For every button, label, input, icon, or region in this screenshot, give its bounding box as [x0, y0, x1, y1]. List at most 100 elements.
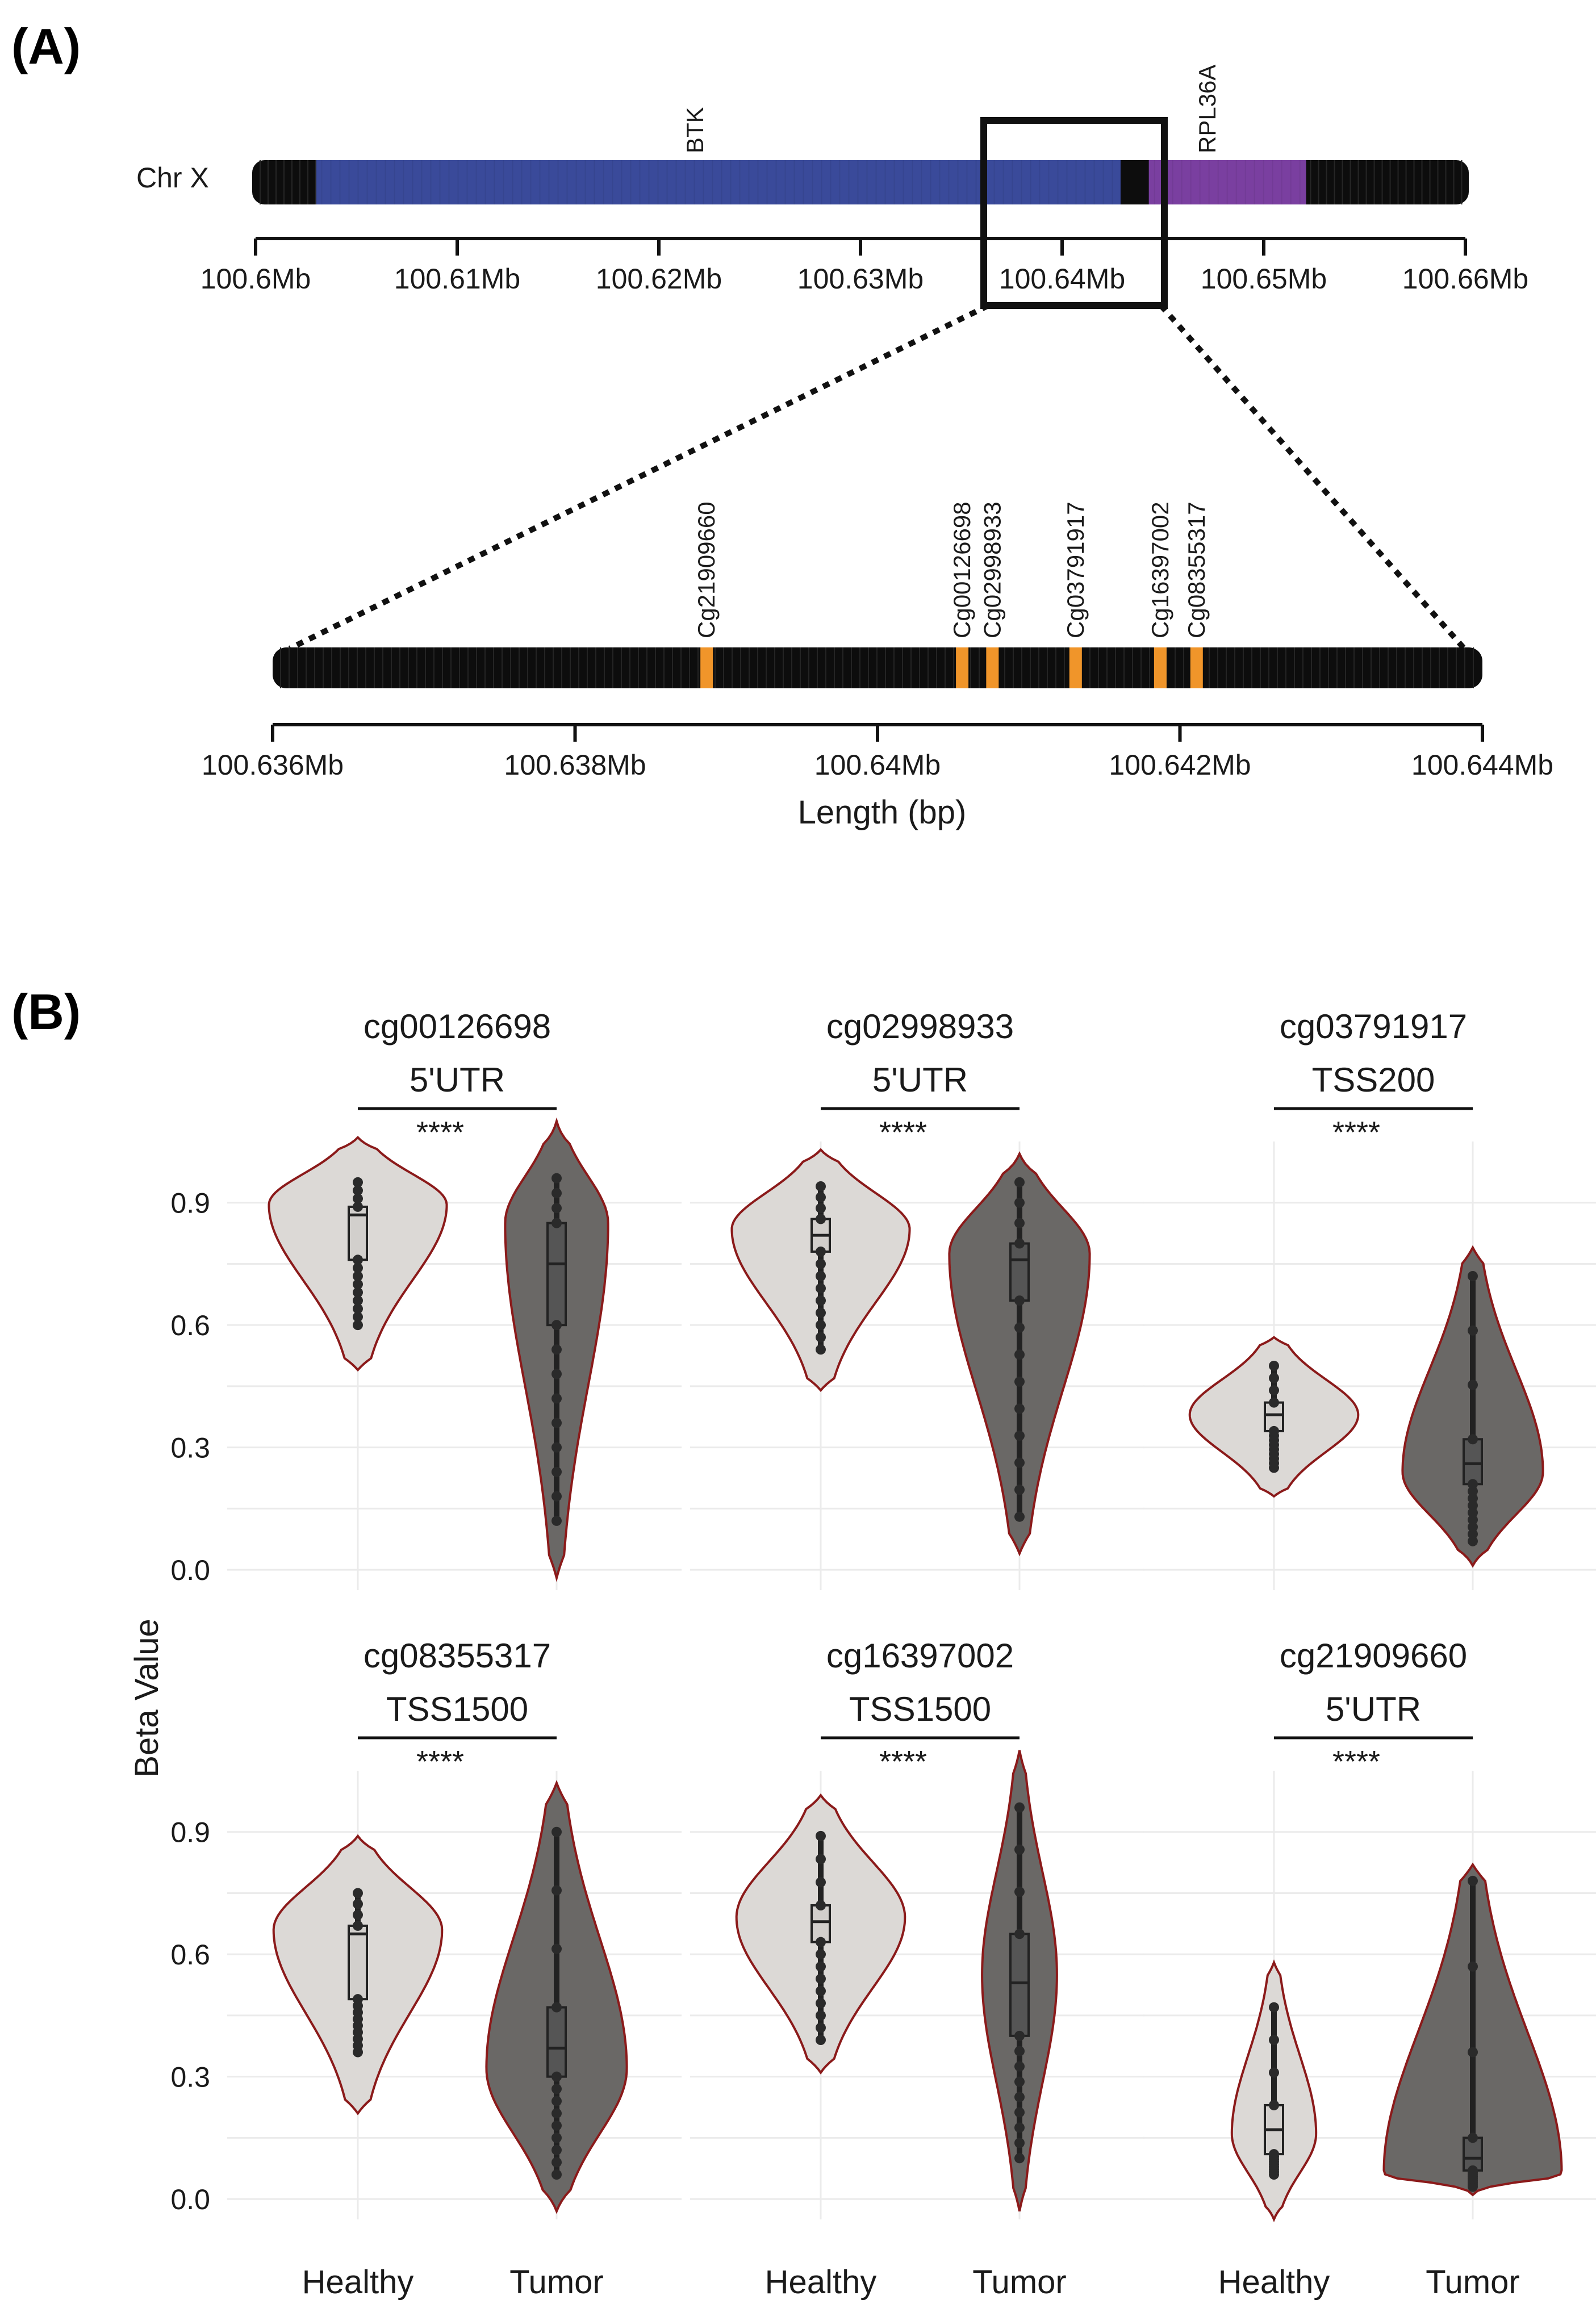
- tumor-outlier-point: [552, 1943, 562, 1954]
- significance-stars: ****: [879, 1745, 927, 1779]
- healthy-outlier-point: [353, 1303, 363, 1314]
- healthy-outlier-point: [816, 1271, 826, 1281]
- tumor-outlier-point: [552, 1369, 562, 1379]
- facet-title: cg08355317: [364, 1637, 551, 1675]
- tumor-outlier-point: [1468, 1500, 1478, 1511]
- significance-stars: ****: [416, 1115, 464, 1149]
- facet-cg21909660: cg21909660 5'UTR **** Healthy Tumor: [1143, 1637, 1596, 2301]
- tumor-outlier-point: [552, 2084, 562, 2094]
- y-axis-title: Beta Value: [128, 1619, 165, 1777]
- tumor-outlier-point: [1014, 1887, 1025, 1897]
- tumor-outlier-point: [552, 2071, 562, 2082]
- tumor-outlier-point: [1014, 2061, 1025, 2072]
- panel-b-label: (B): [11, 984, 81, 1040]
- tumor-outlier-point: [1014, 1376, 1025, 1387]
- tumor-outlier-point: [552, 2144, 562, 2155]
- y-tick-label: 0.6: [170, 1310, 210, 1341]
- tumor-outlier-point: [1468, 1379, 1478, 1390]
- tumor-outlier-point: [552, 1320, 562, 1331]
- x-category-label: Healthy: [765, 2264, 877, 2301]
- top-axis-tick-label: 100.63Mb: [797, 263, 924, 295]
- healthy-outlier-point: [816, 1854, 826, 1864]
- healthy-outlier-point: [816, 1246, 826, 1257]
- chromosome-track: BTK RPL36A: [252, 65, 1469, 651]
- cpg-site-marker: [956, 647, 969, 688]
- tumor-outlier-point: [1014, 1197, 1025, 1208]
- zoom-window-box: [980, 117, 1168, 309]
- tumor-outlier-point: [552, 1218, 562, 1228]
- healthy-outlier-point: [816, 1320, 826, 1331]
- healthy-outlier-point: [1269, 1385, 1279, 1396]
- healthy-outlier-point: [1269, 2035, 1279, 2045]
- healthy-outlier-point: [353, 1185, 363, 1196]
- healthy-box: [348, 1924, 368, 2001]
- tumor-outlier-point: [1468, 2165, 1478, 2176]
- facet-region: TSS1500: [386, 1690, 528, 1728]
- facet-title: cg00126698: [364, 1007, 551, 1046]
- healthy-outlier-point: [816, 1203, 826, 1214]
- zoom-connector-left: [288, 303, 990, 651]
- y-tick-label: 0.9: [170, 1188, 210, 1219]
- top-axis-tick-label: 100.61Mb: [394, 263, 520, 295]
- healthy-outlier-point: [816, 1998, 826, 2009]
- cpg-site-label: Cg16397002: [1147, 501, 1173, 638]
- facet-title: cg16397002: [826, 1637, 1014, 1675]
- healthy-outlier-point: [353, 1909, 363, 1920]
- healthy-outlier-point: [1269, 1397, 1279, 1408]
- cpg-site-marker: [700, 647, 713, 688]
- tumor-outlier-point: [1014, 2122, 1025, 2133]
- violin-facets: 0.00.30.60.9cg001266985'UTR****cg0299893…: [170, 1007, 1596, 2301]
- facet-region: 5'UTR: [410, 1061, 505, 1099]
- x-category-label: Healthy: [1218, 2264, 1330, 2301]
- x-category-label: Healthy: [302, 2264, 414, 2301]
- healthy-outlier-point: [353, 1888, 363, 1899]
- tumor-outlier-point: [552, 1442, 562, 1453]
- tumor-outlier-point: [1014, 1844, 1025, 1855]
- tumor-outlier-point: [1014, 2030, 1025, 2041]
- tumor-outlier-point: [552, 1418, 562, 1428]
- cpg-site-marker: [1154, 647, 1167, 688]
- cpg-site-marker: [1190, 647, 1203, 688]
- healthy-outlier-point: [816, 1985, 826, 1996]
- tumor-outlier-point: [552, 1491, 562, 1502]
- healthy-outlier-point: [353, 1899, 363, 1909]
- facet-cg02998933: cg02998933 5'UTR ****: [690, 1007, 1144, 1590]
- facet-region: 5'UTR: [872, 1061, 968, 1099]
- tumor-box: [1463, 2136, 1483, 2172]
- tumor-outlier-point: [1014, 1238, 1025, 1249]
- tumor-outlier-point: [552, 2157, 562, 2168]
- healthy-outlier-point: [353, 1201, 363, 1212]
- healthy-outlier-point: [353, 1311, 363, 1322]
- bottom-axis-tick-label: 100.64Mb: [814, 749, 941, 781]
- cpg-site-label: Cg08355317: [1183, 501, 1210, 638]
- tumor-outlier-point: [1014, 1349, 1025, 1360]
- panel-a: (A) Chr X BTK RPL36A 100.6Mb 100.61Mb 100.6…: [11, 18, 1553, 831]
- significance-stars: ****: [416, 1745, 464, 1779]
- healthy-outlier-point: [353, 1193, 363, 1204]
- tumor-outlier-point: [1468, 1536, 1478, 1546]
- healthy-outlier-point: [816, 1295, 826, 1306]
- healthy-outlier-point: [816, 1830, 826, 1841]
- tumor-outlier-point: [552, 2120, 562, 2131]
- healthy-outlier-point: [816, 1961, 826, 1972]
- facet-title: cg02998933: [826, 1007, 1014, 1046]
- tumor-outlier-point: [1468, 1479, 1478, 1490]
- healthy-outlier-point: [1269, 2100, 1279, 2110]
- cpg-site-marker: [1069, 647, 1082, 688]
- healthy-outlier-point: [353, 1920, 363, 1931]
- tumor-outlier-point: [1468, 1325, 1478, 1336]
- tumor-outlier-point: [1468, 1961, 1478, 1972]
- healthy-outlier-point: [353, 1262, 363, 1273]
- healthy-outlier-point: [816, 1949, 826, 1960]
- facet-title: cg21909660: [1280, 1637, 1467, 1675]
- significance-stars: ****: [879, 1115, 927, 1149]
- tumor-box: [546, 1222, 567, 1327]
- facet-region: TSS1500: [849, 1690, 991, 1728]
- healthy-outlier-point: [353, 1177, 363, 1188]
- bottom-axis: 100.636Mb 100.638Mb 100.64Mb 100.642Mb 100.6…: [202, 723, 1553, 781]
- tumor-outlier-point: [552, 1885, 562, 1896]
- tumor-outlier-point: [1014, 1511, 1025, 1522]
- bottom-axis-tick-label: 100.638Mb: [504, 749, 646, 781]
- gene-label-btk: BTK: [682, 107, 708, 153]
